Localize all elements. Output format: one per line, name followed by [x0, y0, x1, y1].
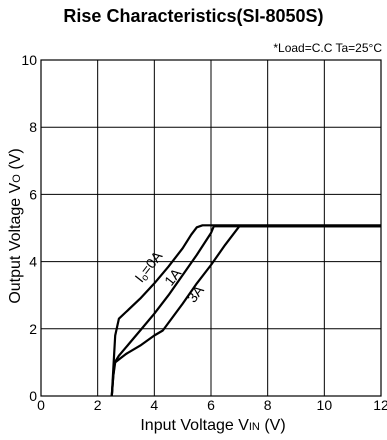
annotation-text: *Load=C.C Ta=25°C	[273, 41, 382, 55]
y-tick-label: 2	[29, 321, 37, 337]
x-tick-label: 8	[264, 397, 272, 413]
series-lines	[110, 224, 381, 397]
x-axis-label-unit: (V)	[260, 417, 286, 434]
x-tick-label: 12	[373, 397, 387, 413]
grid	[41, 60, 381, 396]
plot-frame	[40, 59, 382, 397]
x-axis-label-sub: IN	[249, 421, 260, 433]
x-axis-label: Input Voltage VIN (V)	[140, 417, 285, 434]
y-axis-label-main: Output Voltage V	[7, 182, 24, 303]
y-tick-label: 6	[29, 186, 37, 202]
x-tick-label: 6	[207, 397, 215, 413]
y-axis-label-sub: O	[11, 174, 23, 183]
series-label-1: 1A	[161, 265, 185, 289]
series-line-2	[110, 225, 381, 397]
x-axis-label-main: Input Voltage V	[140, 417, 249, 434]
chart-title: Rise Characteristics(SI-8050S)	[63, 6, 324, 26]
y-tick-label: 0	[29, 388, 37, 404]
y-tick-label: 8	[29, 119, 37, 135]
x-tick-label: 0	[37, 397, 45, 413]
series-label-2: 3A	[184, 282, 208, 306]
y-tick-label: 4	[29, 254, 37, 270]
y-axis-label: Output Voltage VO (V)	[7, 148, 24, 303]
y-tick-label: 10	[21, 52, 37, 68]
y-axis-label-unit: (V)	[7, 148, 24, 174]
x-tick-label: 2	[94, 397, 102, 413]
x-tick-label: 10	[317, 397, 333, 413]
x-tick-label: 4	[150, 397, 158, 413]
series-line-0	[110, 224, 381, 397]
tick-labels: 0 2 4 6 8 10 12 0 2 4 6 8 10	[21, 52, 387, 413]
